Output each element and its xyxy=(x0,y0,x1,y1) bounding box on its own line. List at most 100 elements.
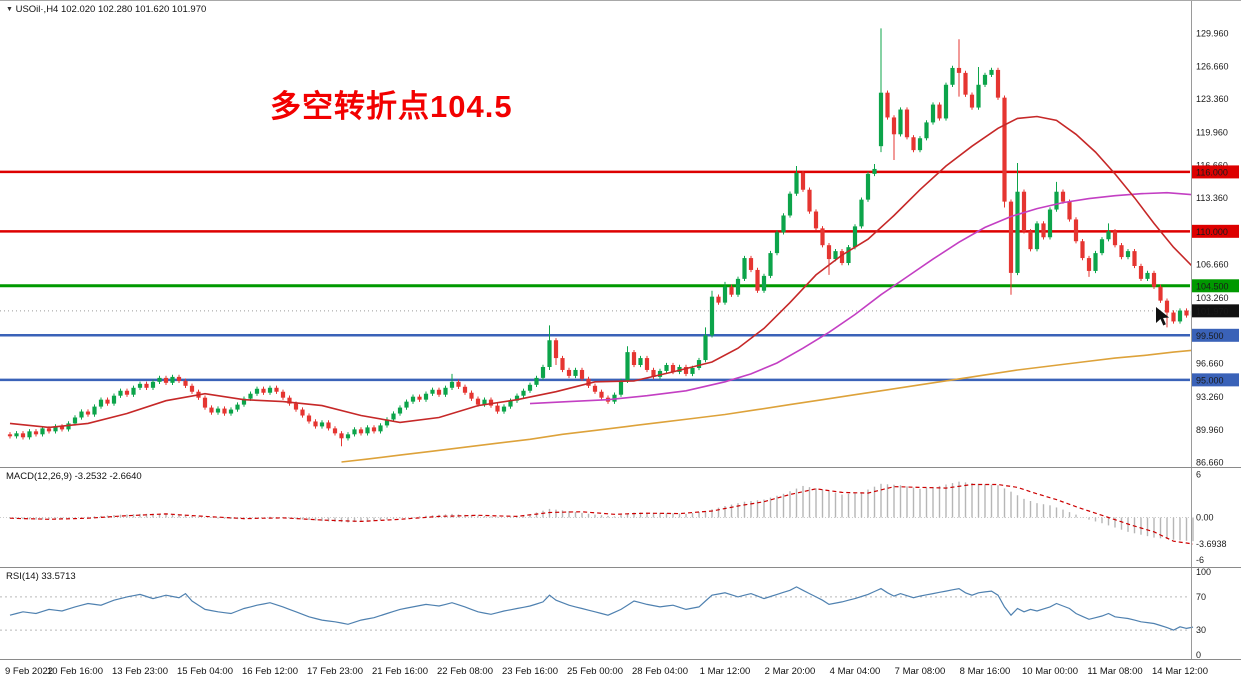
rsi-canvas[interactable]: 100 70 30 0 xyxy=(0,568,1241,659)
candle xyxy=(1028,229,1033,252)
candle xyxy=(7,432,13,439)
candle xyxy=(1151,270,1157,289)
price-axis-label: 93.260 xyxy=(1196,392,1224,402)
time-axis-label: 8 Mar 16:00 xyxy=(959,666,1011,677)
candle xyxy=(254,386,260,396)
candle xyxy=(1034,221,1040,252)
candle xyxy=(755,267,760,293)
candle xyxy=(716,294,721,305)
price-axis-label: 89.960 xyxy=(1196,425,1224,435)
svg-text:116.000: 116.000 xyxy=(1196,167,1228,177)
candle xyxy=(1086,255,1092,277)
candle xyxy=(911,135,916,153)
time-axis-label: 7 Mar 08:00 xyxy=(894,666,946,677)
symbol-period-label: USOil·,H4 xyxy=(15,4,59,15)
svg-text:101.970: 101.970 xyxy=(1196,306,1229,316)
candle xyxy=(807,187,812,214)
candle xyxy=(495,403,500,414)
macd-axis-label: 0.00 xyxy=(1196,513,1214,523)
candle xyxy=(950,65,955,87)
candle xyxy=(72,415,78,426)
candle xyxy=(163,375,169,386)
price-chart-canvas[interactable]: 129.960 126.660 123.360 119.960 116.660 113.3… xyxy=(0,1,1241,467)
candle xyxy=(1060,189,1066,204)
time-axis-label: 21 Feb 16:00 xyxy=(372,666,428,677)
candle xyxy=(1106,223,1111,242)
fast-ma-line xyxy=(9,115,1191,429)
candle xyxy=(898,107,903,137)
price-tag-110.000: 110.000 xyxy=(1192,224,1239,238)
candle xyxy=(27,429,32,440)
candle xyxy=(586,376,591,388)
candle xyxy=(410,394,416,404)
candle xyxy=(579,367,585,382)
candle xyxy=(891,115,897,161)
candle xyxy=(1021,189,1027,234)
candle xyxy=(540,364,546,381)
candle xyxy=(423,391,429,402)
candle xyxy=(872,163,877,177)
candle xyxy=(1002,95,1007,208)
candle xyxy=(105,397,110,406)
level-lines[interactable] xyxy=(0,170,1190,382)
svg-text:104.500: 104.500 xyxy=(1196,281,1229,291)
candle xyxy=(1132,248,1137,269)
candle xyxy=(1073,217,1079,244)
svg-text:95.000: 95.000 xyxy=(1196,375,1224,385)
candle xyxy=(1119,243,1124,260)
candle xyxy=(989,67,994,78)
candle xyxy=(98,397,104,409)
candle xyxy=(1158,284,1163,303)
candle xyxy=(326,420,331,431)
candle xyxy=(124,388,130,397)
candle xyxy=(222,406,227,416)
candle xyxy=(644,355,650,373)
candle xyxy=(267,385,273,395)
annotation-text: 多空转折点104.5 xyxy=(270,89,513,124)
candle xyxy=(1093,250,1098,274)
candle xyxy=(365,425,370,436)
candle xyxy=(1047,207,1053,240)
time-axis-label: 14 Mar 12:00 xyxy=(1152,666,1208,677)
time-axis[interactable]: 9 Feb 2022 10 Feb 16:00 13 Feb 23:00 15 Feb… xyxy=(0,659,1241,688)
candle xyxy=(982,72,988,87)
candle xyxy=(397,405,403,416)
candle xyxy=(40,426,45,437)
candle xyxy=(839,248,845,266)
macd-panel: MACD(12,26,9) -3.2532 -2.6640 6 0.00 -3.69… xyxy=(0,467,1241,567)
candle xyxy=(1008,199,1014,295)
candles xyxy=(7,28,1191,447)
macd-axis-label: -6 xyxy=(1196,555,1204,565)
candle xyxy=(865,171,871,202)
candle xyxy=(1080,239,1085,261)
price-tag-116.000: 116.000 xyxy=(1192,165,1239,179)
candle xyxy=(300,407,305,418)
macd-indicator-label: MACD(12,26,9) -3.2532 -2.6640 xyxy=(6,471,142,482)
candle xyxy=(1164,298,1170,328)
candle xyxy=(176,374,182,384)
time-axis-label: 13 Feb 23:00 xyxy=(112,666,168,677)
time-axis-label: 4 Mar 04:00 xyxy=(829,666,881,677)
candle xyxy=(111,393,117,406)
price-axis-label: 113.360 xyxy=(1196,193,1228,203)
candle xyxy=(768,250,773,279)
candle xyxy=(781,213,786,235)
candle xyxy=(456,379,461,389)
candle xyxy=(462,384,468,395)
macd-canvas[interactable]: 6 0.00 -3.6938 -6 xyxy=(0,468,1241,567)
time-axis-label: 1 Mar 12:00 xyxy=(699,666,751,677)
svg-text:110.000: 110.000 xyxy=(1196,227,1228,237)
rsi-panel: RSI(14) 33.5713 100 70 30 0 xyxy=(0,567,1241,659)
price-tag-101.970: 101.970 xyxy=(1192,304,1239,318)
candle xyxy=(274,385,279,394)
candle xyxy=(92,404,97,417)
candle xyxy=(137,381,143,390)
price-axis-label: 106.660 xyxy=(1196,259,1229,269)
candle xyxy=(937,102,942,121)
candle xyxy=(20,431,26,440)
collapse-chevron-icon[interactable]: ▼ xyxy=(6,6,13,13)
candle xyxy=(774,230,780,256)
price-tag-104.500: 104.500 xyxy=(1192,279,1239,293)
candle xyxy=(956,39,962,97)
candle xyxy=(1041,221,1046,240)
